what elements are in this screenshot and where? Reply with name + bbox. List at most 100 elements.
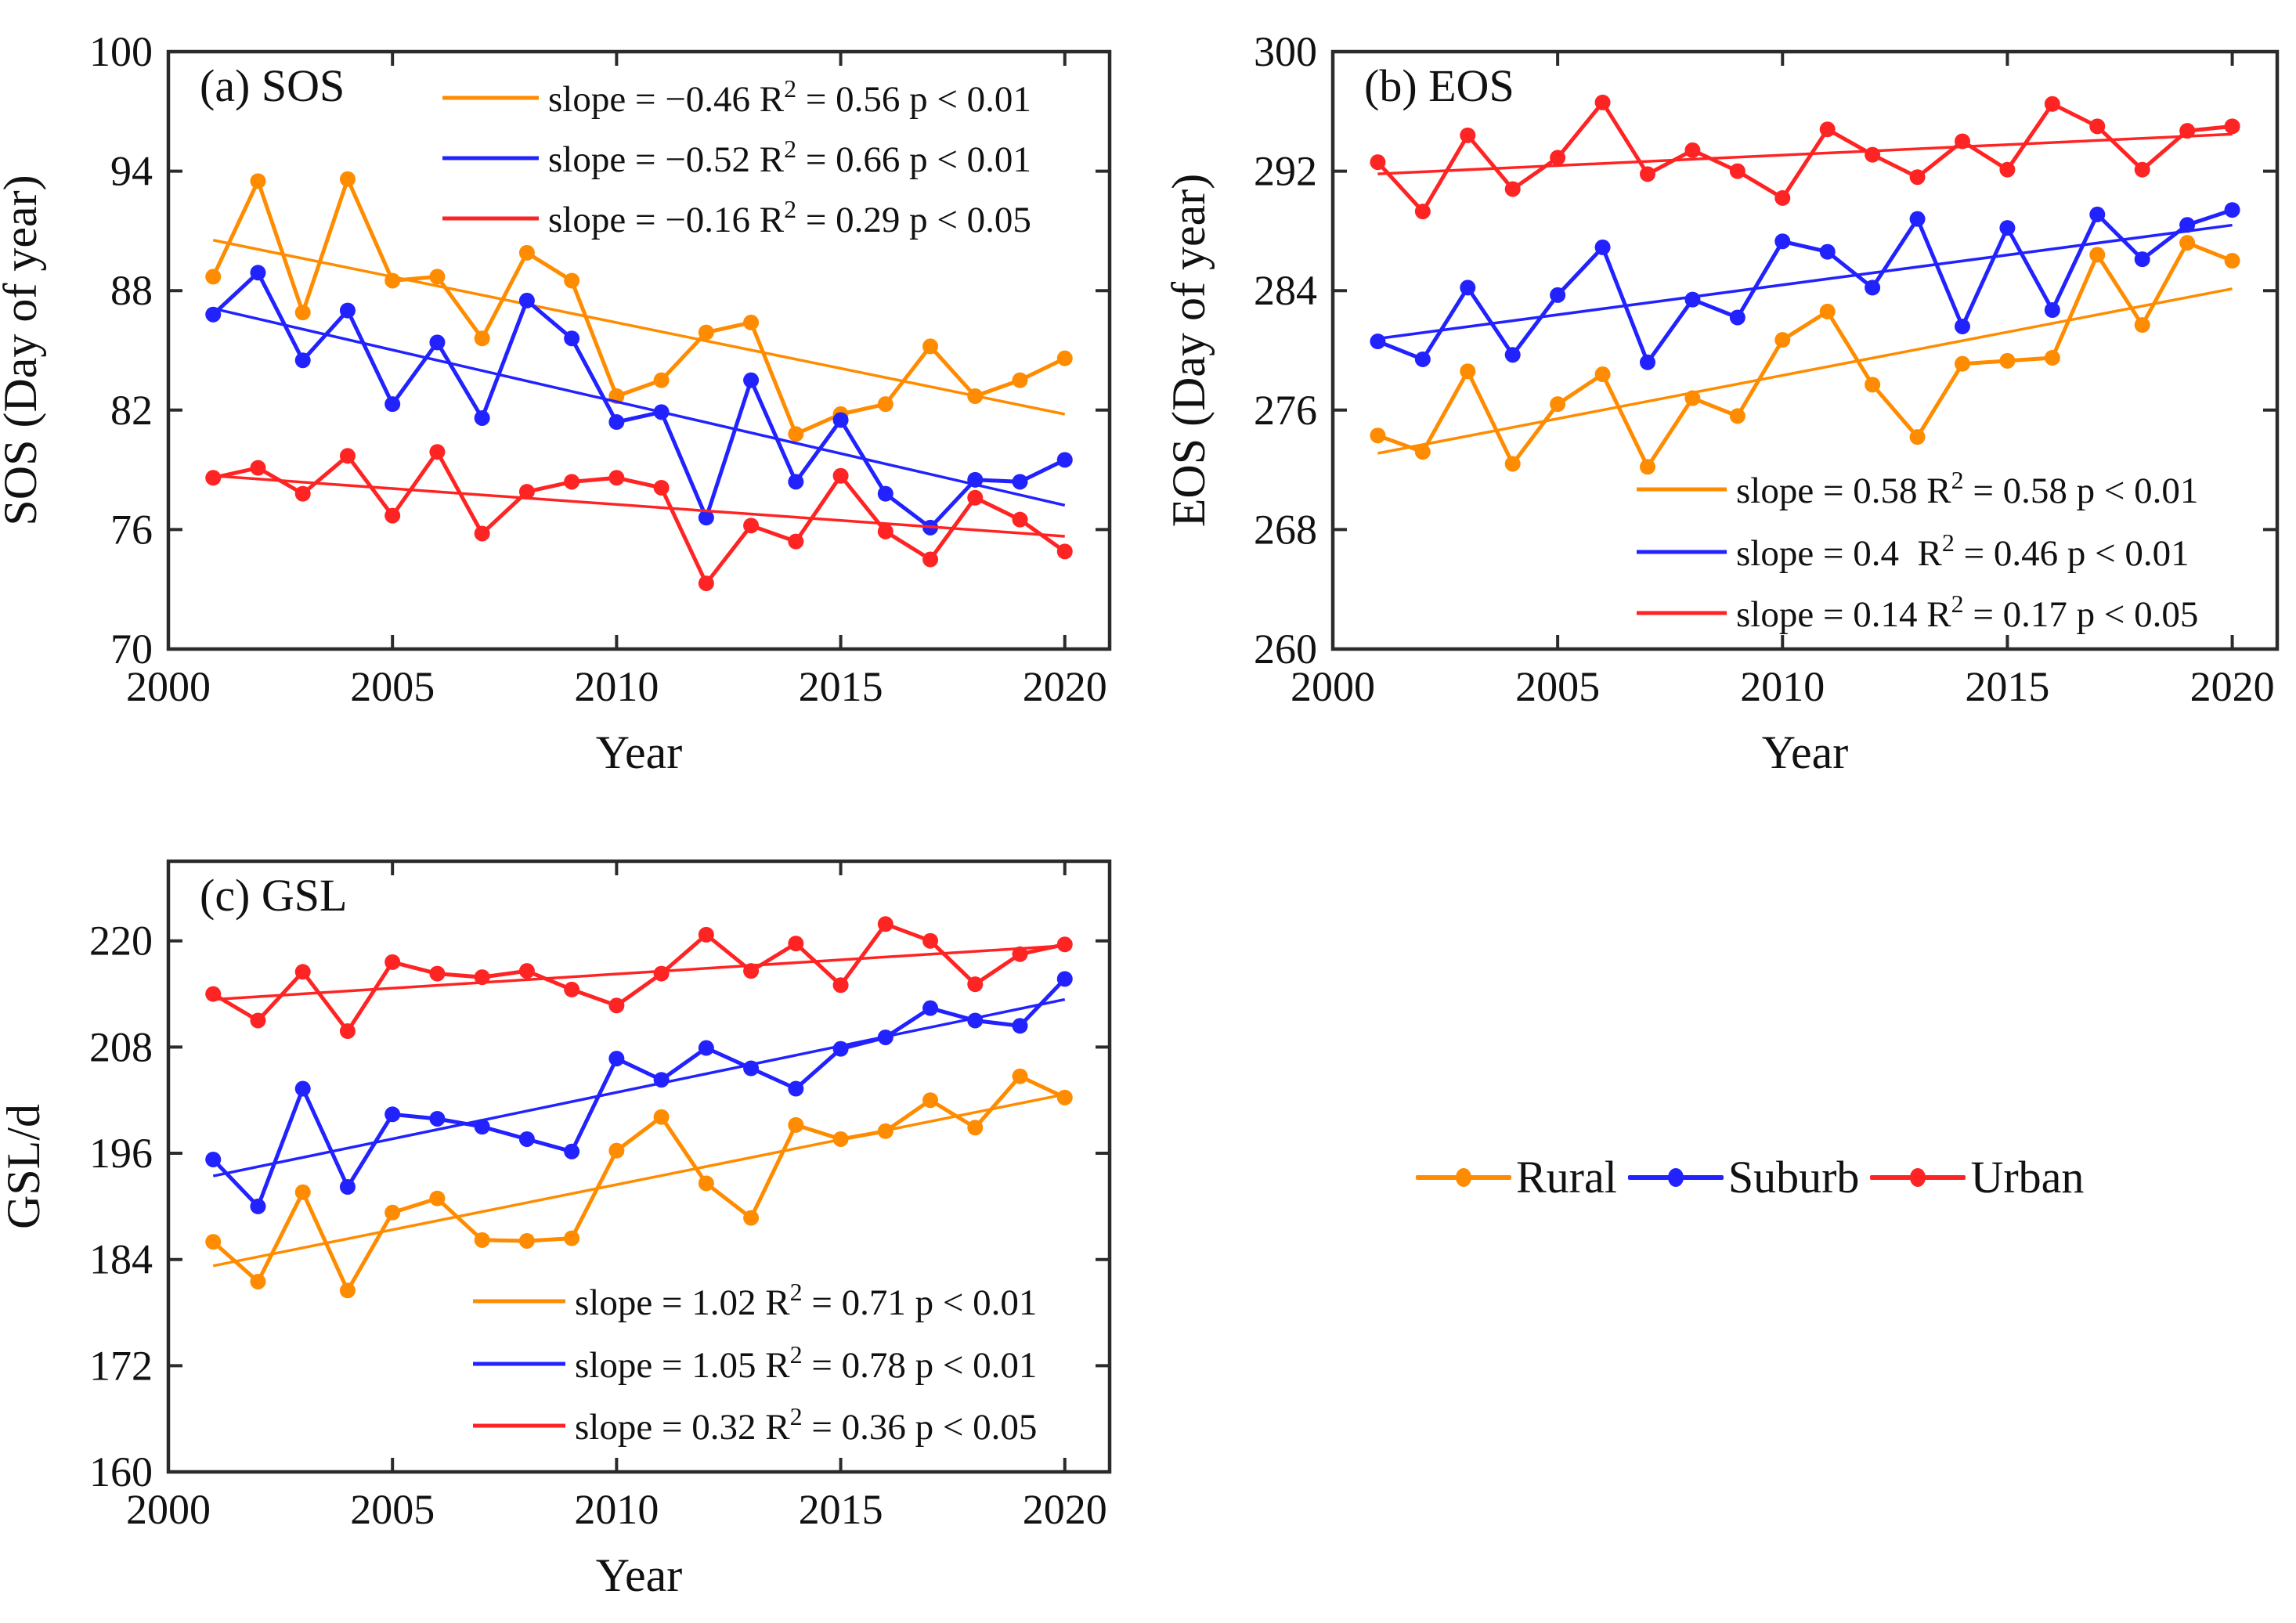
x-tick-label: 2000 bbox=[126, 1486, 211, 1533]
data-point bbox=[1865, 146, 1881, 163]
panel-title: (c) GSL bbox=[200, 870, 347, 921]
y-tick-label: 94 bbox=[110, 148, 153, 195]
data-point bbox=[1504, 456, 1521, 472]
y-tick-label: 220 bbox=[89, 918, 153, 965]
data-point bbox=[339, 1282, 356, 1299]
data-point bbox=[1955, 318, 1970, 334]
data-point bbox=[2224, 253, 2240, 269]
x-tick-label: 2020 bbox=[1023, 663, 1107, 710]
y-tick-label: 76 bbox=[110, 506, 153, 553]
trend-line bbox=[212, 307, 1066, 507]
data-point bbox=[1819, 243, 1836, 260]
x-tick-label: 2010 bbox=[574, 663, 659, 710]
panel-gsl: 2000 2005 2010 2015 2020 160 172 184 196 208 220 Ye… bbox=[0, 859, 1112, 1601]
data-point bbox=[294, 352, 311, 369]
data-point bbox=[832, 1041, 849, 1057]
x-tick-label: 2020 bbox=[2190, 663, 2275, 710]
data-point bbox=[339, 171, 356, 187]
stat-label-suburb: slope = 1.05 R2 = 0.78 p < 0.01 bbox=[575, 1340, 1037, 1386]
data-point bbox=[1640, 354, 1655, 370]
data-point bbox=[474, 525, 490, 542]
data-point bbox=[564, 1143, 580, 1160]
y-tick-label: 184 bbox=[89, 1236, 153, 1283]
data-point bbox=[294, 485, 311, 502]
series-suburb bbox=[205, 265, 1073, 536]
y-tick-label: 284 bbox=[1254, 267, 1317, 314]
data-point bbox=[564, 330, 580, 347]
stat-label-urban: slope = 0.32 R2 = 0.36 p < 0.05 bbox=[575, 1402, 1037, 1448]
data-point bbox=[922, 1000, 939, 1016]
data-point bbox=[2224, 118, 2240, 135]
data-point bbox=[429, 334, 446, 351]
data-point bbox=[564, 272, 580, 289]
data-point bbox=[2044, 350, 2060, 366]
series-line bbox=[1377, 207, 2233, 365]
x-tick-label: 2015 bbox=[1965, 663, 2049, 710]
y-tick-label: 292 bbox=[1254, 148, 1317, 195]
y-tick-label: 196 bbox=[89, 1130, 153, 1177]
data-point bbox=[1370, 334, 1386, 350]
data-point bbox=[518, 963, 535, 979]
data-point bbox=[832, 412, 849, 428]
data-point bbox=[788, 1116, 804, 1133]
data-point bbox=[743, 1210, 760, 1226]
data-point bbox=[1056, 543, 1073, 560]
series-line bbox=[212, 449, 1067, 586]
data-point bbox=[832, 977, 849, 994]
data-point bbox=[2044, 96, 2060, 112]
data-point bbox=[877, 916, 893, 932]
series-rural bbox=[1370, 235, 2240, 475]
y-tick-label: 276 bbox=[1254, 387, 1317, 434]
data-point bbox=[339, 302, 356, 319]
data-point bbox=[2134, 251, 2150, 268]
y-axis-label: EOS (Day of year) bbox=[1163, 174, 1215, 528]
plot-border bbox=[1330, 49, 2280, 651]
suburb-marker-icon bbox=[1667, 1168, 1684, 1187]
data-point bbox=[205, 269, 222, 285]
data-point bbox=[608, 470, 625, 486]
data-point bbox=[1684, 142, 1701, 158]
urban-line-icon bbox=[1870, 1168, 1966, 1187]
data-point bbox=[1056, 971, 1073, 987]
series-urban bbox=[1370, 94, 2240, 220]
legend-label-suburb: Suburb bbox=[1727, 1152, 1860, 1203]
data-point bbox=[384, 1106, 401, 1123]
y-tick-label: 172 bbox=[89, 1342, 153, 1389]
data-point bbox=[518, 1131, 535, 1147]
data-point bbox=[1056, 1089, 1073, 1105]
legend-label-rural: Rural bbox=[1516, 1152, 1617, 1203]
data-point bbox=[429, 444, 446, 460]
data-point bbox=[967, 489, 984, 506]
plot-border bbox=[166, 49, 1112, 651]
stat-label-rural: slope = 1.02 R2 = 0.71 p < 0.01 bbox=[575, 1278, 1037, 1323]
data-point bbox=[339, 1179, 356, 1195]
y-tick-label: 260 bbox=[1254, 626, 1317, 673]
data-point bbox=[1774, 332, 1791, 348]
plot-border bbox=[166, 859, 1112, 1474]
data-point bbox=[518, 244, 535, 261]
x-tick-label: 2020 bbox=[1023, 1486, 1107, 1533]
data-point bbox=[1460, 127, 1476, 143]
data-point bbox=[294, 1184, 311, 1200]
data-point bbox=[518, 292, 535, 308]
data-point bbox=[2179, 235, 2196, 251]
data-point bbox=[608, 1142, 625, 1159]
data-point bbox=[2134, 317, 2150, 334]
trend-line bbox=[212, 997, 1066, 1178]
y-axis-label: SOS (Day of year) bbox=[0, 175, 46, 525]
x-tick-label: 2010 bbox=[1740, 663, 1825, 710]
data-point bbox=[1012, 511, 1028, 528]
data-point bbox=[653, 479, 670, 496]
data-point bbox=[922, 338, 939, 355]
data-point bbox=[564, 474, 580, 490]
series-urban bbox=[205, 444, 1073, 592]
data-point bbox=[1550, 287, 1566, 303]
x-tick-label: 2015 bbox=[799, 1486, 883, 1533]
stat-label-suburb: slope = 0.4 R2 = 0.46 p < 0.01 bbox=[1736, 528, 2190, 574]
trend-line bbox=[213, 474, 1065, 538]
stat-label-rural: slope = −0.46 R2 = 0.56 p < 0.01 bbox=[548, 74, 1031, 120]
data-point bbox=[743, 518, 760, 534]
data-point bbox=[2134, 161, 2150, 178]
data-point bbox=[788, 474, 804, 490]
